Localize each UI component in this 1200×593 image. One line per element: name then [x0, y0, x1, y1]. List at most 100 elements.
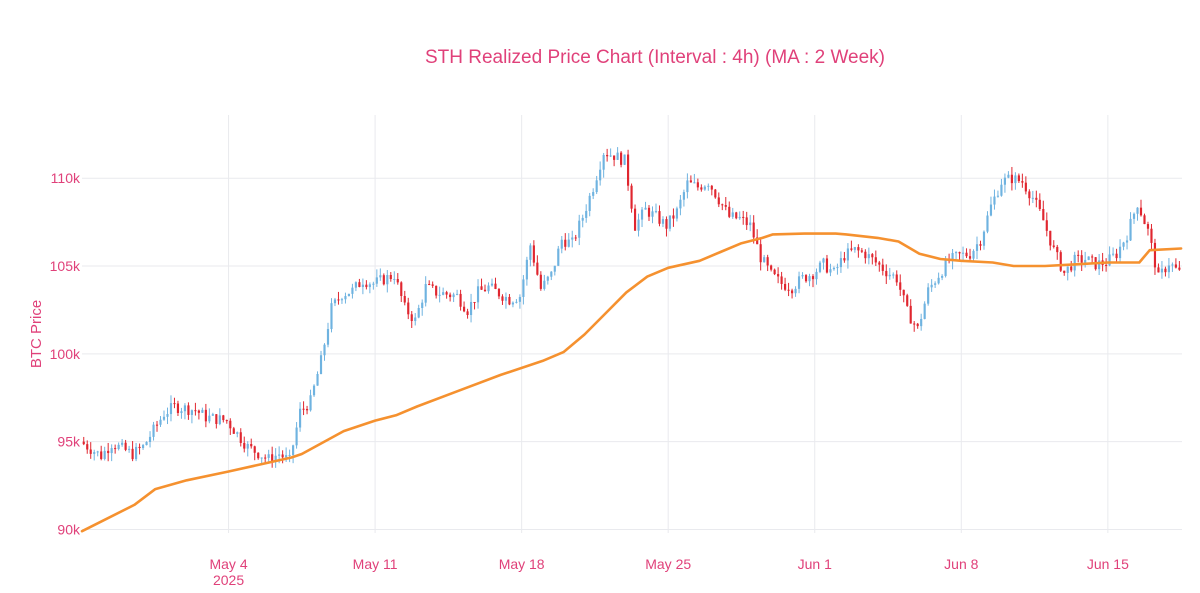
candle-up [1160, 261, 1164, 279]
candle-up [1031, 190, 1034, 204]
candle-down [913, 321, 916, 332]
candle-body [138, 446, 141, 449]
candle-body [141, 445, 145, 449]
candle-body [1080, 255, 1083, 263]
candle-down [1035, 190, 1038, 208]
candle-body [407, 302, 410, 315]
candle-body [721, 204, 724, 206]
candle-body [780, 276, 783, 284]
candle-body [878, 262, 881, 265]
candle-down [857, 244, 860, 258]
candle-down [1059, 250, 1062, 273]
candle-body [630, 185, 633, 209]
candle-up [818, 260, 822, 274]
candle-body [86, 444, 89, 450]
candle-down [665, 216, 668, 237]
candle-down [804, 274, 808, 283]
candle-down [396, 273, 399, 285]
candle-body [183, 405, 187, 412]
candle-up [128, 445, 131, 453]
candle-body [1042, 208, 1045, 221]
candle-down [428, 280, 431, 286]
candle-body [756, 237, 759, 245]
candle-up [1112, 247, 1115, 257]
candle-up [393, 271, 396, 285]
candle-body [808, 276, 811, 282]
candle-down [253, 445, 256, 461]
candle-body [218, 415, 221, 424]
candle-body [626, 154, 630, 186]
candle-body [606, 154, 609, 157]
candle-body [128, 448, 131, 450]
candle-body [1028, 191, 1031, 199]
candle-down [871, 252, 874, 265]
candle-body [100, 451, 103, 459]
candle-body [661, 219, 665, 224]
candle-body [1132, 213, 1136, 219]
candle-down [337, 291, 340, 305]
candle-up [1087, 256, 1090, 261]
candle-body [497, 288, 501, 297]
candle-body [1153, 242, 1157, 268]
candle-down [407, 297, 410, 320]
candle-body [382, 275, 385, 285]
candle-up [644, 201, 647, 210]
x-tick-label: May 25 [645, 556, 691, 572]
chart-title: STH Realized Price Chart (Interval : 4h)… [425, 47, 885, 68]
candle-body [155, 424, 159, 426]
candle-body [222, 415, 225, 421]
candle-up [679, 195, 682, 216]
candle-body [707, 185, 710, 187]
candle-down [850, 240, 853, 252]
candle-up [675, 206, 679, 222]
candle-body [766, 257, 769, 266]
candle-up [438, 286, 441, 303]
candle-up [452, 292, 455, 303]
candle-down [742, 210, 745, 225]
candle-body [996, 195, 1000, 197]
candle-body [162, 416, 166, 420]
candle-down [176, 400, 180, 416]
candle-body [358, 282, 361, 288]
candle-up [801, 272, 804, 279]
candle-down [766, 254, 769, 272]
candle-up [347, 293, 351, 297]
candle-up [326, 322, 330, 348]
candle-body [909, 305, 912, 324]
candle-down [403, 290, 406, 306]
candle-up [661, 216, 665, 228]
candle-body [790, 290, 794, 294]
candle-down [497, 287, 501, 300]
candle-body [166, 414, 169, 417]
candle-body [1112, 253, 1115, 255]
candle-up [1132, 212, 1136, 224]
candle-body [316, 374, 319, 386]
candle-body [832, 267, 836, 270]
candle-body [578, 220, 581, 238]
candle-down [435, 285, 438, 299]
ma-line [80, 232, 1183, 533]
candle-body [529, 245, 532, 260]
candle-body [194, 410, 197, 412]
candle-body [508, 296, 511, 305]
candle-up [592, 188, 595, 200]
candle-body [881, 264, 884, 271]
candle-body [211, 414, 214, 416]
candle-up [836, 263, 839, 275]
candle-body [686, 180, 689, 193]
candle-body [1017, 175, 1020, 182]
candle-up [543, 274, 546, 291]
candle-body [752, 222, 755, 238]
candle-body [588, 195, 591, 211]
candle-up [553, 265, 556, 276]
candle-down [1105, 258, 1108, 272]
candle-up [832, 266, 836, 271]
candle-body [347, 293, 351, 297]
candle-down [745, 211, 748, 230]
candle-up [738, 211, 741, 220]
candle-body [829, 269, 832, 273]
candle-body [372, 283, 375, 285]
candle-up [312, 384, 316, 397]
candle-down [574, 234, 577, 242]
